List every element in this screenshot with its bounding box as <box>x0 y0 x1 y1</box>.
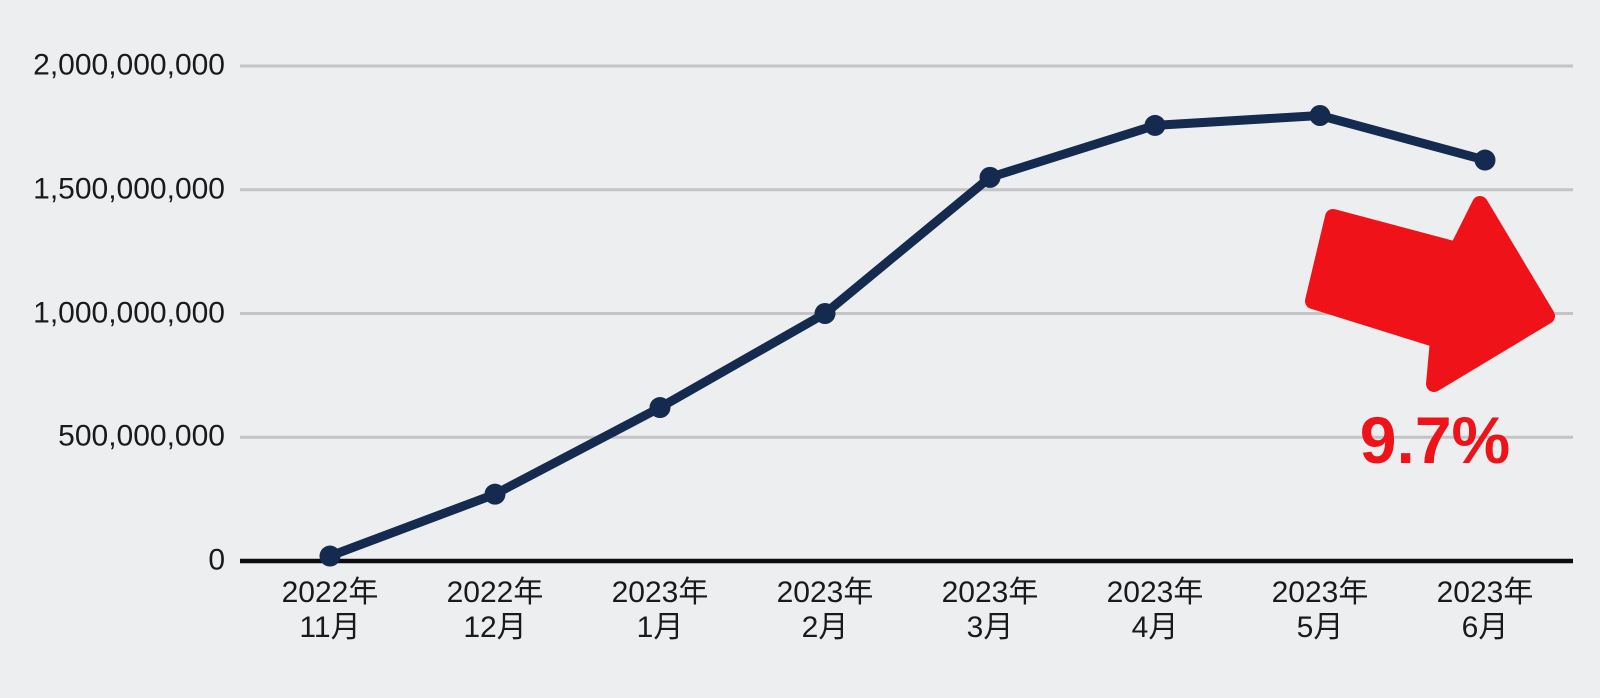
data-point <box>649 397 671 419</box>
x-axis-tick-label: 2023年 4月 <box>1055 575 1255 645</box>
series-layer <box>319 105 1496 567</box>
x-axis-tick-year: 2023年 <box>1271 576 1369 609</box>
x-axis-tick-year: 2022年 <box>446 576 544 609</box>
x-axis-tick-year: 2023年 <box>776 576 874 609</box>
arrow-layer <box>1305 196 1555 392</box>
data-point <box>1144 114 1166 136</box>
data-point <box>1309 105 1331 126</box>
x-axis-tick-month: 11月 <box>299 611 361 644</box>
x-axis-tick-year: 2023年 <box>611 576 709 609</box>
x-axis-tick-year: 2022年 <box>281 576 379 609</box>
grid-layer <box>240 64 1573 564</box>
x-axis-tick-month: 1月 <box>636 611 684 644</box>
x-axis-tick-label: 2022年 11月 <box>230 575 430 645</box>
y-axis-tick-label: 2,000,000,000 <box>33 48 225 82</box>
y-axis-tick-label: 1,500,000,000 <box>33 172 225 206</box>
x-axis-tick-label: 2023年 2月 <box>725 575 925 645</box>
x-axis-tick-label: 2023年 3月 <box>890 575 1090 645</box>
x-axis-tick-label: 2022年 12月 <box>395 575 595 645</box>
y-axis-tick-label: 500,000,000 <box>58 419 225 453</box>
x-axis-tick-month: 6月 <box>1461 611 1509 644</box>
data-point <box>319 545 341 567</box>
data-point <box>979 166 1001 188</box>
x-axis-tick-label: 2023年 5月 <box>1220 575 1420 645</box>
x-axis-tick-month: 5月 <box>1296 611 1344 644</box>
data-point <box>1474 149 1496 171</box>
y-axis-tick-label: 1,000,000,000 <box>33 295 225 329</box>
y-axis-tick-label: 0 <box>208 543 225 577</box>
data-point <box>814 303 836 324</box>
x-axis-tick-label: 2023年 1月 <box>560 575 760 645</box>
x-axis-tick-month: 3月 <box>966 611 1014 644</box>
x-axis-tick-month: 12月 <box>463 611 527 644</box>
decline-arrow-icon <box>1305 196 1555 392</box>
x-axis-tick-year: 2023年 <box>1106 576 1204 609</box>
x-axis-tick-year: 2023年 <box>941 576 1039 609</box>
data-line <box>325 111 1490 561</box>
x-axis-tick-year: 2023年 <box>1436 576 1534 609</box>
x-axis-tick-label: 2023年 6月 <box>1385 575 1585 645</box>
x-axis-tick-month: 2月 <box>801 611 849 644</box>
x-axis-tick-month: 4月 <box>1131 611 1179 644</box>
decline-percentage-label: 9.7% <box>1359 403 1511 477</box>
data-point <box>484 483 506 505</box>
